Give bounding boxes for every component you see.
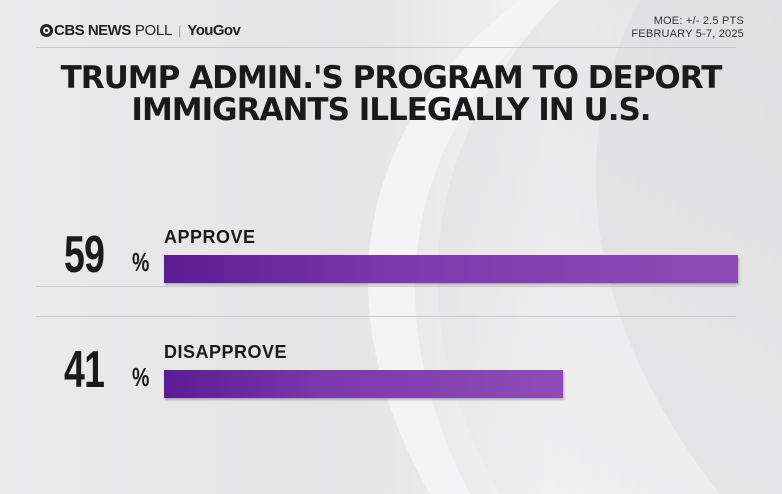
- brand-logo: CBS NEWS POLL | YouGov: [40, 22, 241, 39]
- percent-sign: %: [132, 247, 150, 277]
- brand-poll: POLL: [134, 22, 173, 39]
- chart-title: TRUMP ADMIN.'S PROGRAM TO DEPORT IMMIGRA…: [20, 62, 762, 126]
- bar-disapprove: [164, 370, 563, 398]
- bar-row-approve: 59% APPROVE: [0, 225, 782, 305]
- category-label: APPROVE: [164, 227, 256, 247]
- poll-dates: FEBRUARY 5-7, 2025: [631, 28, 744, 40]
- row-divider: [36, 286, 736, 287]
- percent-sign: %: [132, 362, 150, 392]
- brand-yougov: YouGov: [187, 22, 241, 39]
- brand-separator: |: [178, 23, 182, 38]
- category-label: DISAPPROVE: [164, 342, 288, 362]
- row-divider: [36, 316, 736, 317]
- title-line-2: IMMIGRANTS ILLEGALLY IN U.S.: [131, 92, 651, 128]
- bar-track: [164, 255, 738, 283]
- bar-approve: [164, 255, 738, 283]
- value-label: 41%: [64, 341, 149, 399]
- cbs-eye-icon: [40, 24, 53, 37]
- title-line-1: TRUMP ADMIN.'S PROGRAM TO DEPORT: [60, 60, 723, 96]
- header: CBS NEWS POLL | YouGov MOE: +/- 2.5 PTS …: [0, 0, 782, 48]
- value-number: 59: [64, 226, 105, 284]
- value-label: 59%: [64, 226, 149, 284]
- brand-cbs-news: CBS NEWS: [54, 22, 131, 39]
- poll-meta: MOE: +/- 2.5 PTS FEBRUARY 5-7, 2025: [631, 15, 744, 41]
- bar-track: [164, 370, 738, 398]
- header-divider: [36, 47, 736, 48]
- value-number: 41: [64, 341, 105, 399]
- margin-of-error: MOE: +/- 2.5 PTS: [653, 15, 744, 27]
- bar-row-disapprove: 41% DISAPPROVE: [0, 340, 782, 420]
